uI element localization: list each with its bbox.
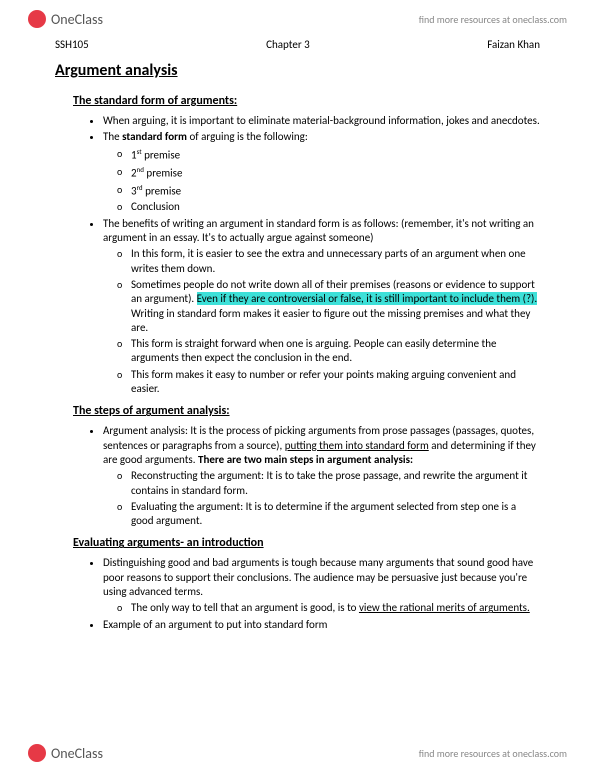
list-item: This form makes it easy to number or ref… [131, 368, 540, 397]
list-item: Evaluating the argument: It is to determ… [131, 500, 540, 529]
text: Distinguishing good and bad arguments is… [103, 556, 533, 598]
text: of arguing is the following: [187, 130, 308, 143]
text-bold: There are two main steps in argument ana… [198, 453, 413, 466]
list-item: The only way to tell that an argument is… [131, 601, 540, 615]
list-item: Reconstructing the argument: It is to ta… [131, 469, 540, 498]
logo-icon [28, 10, 46, 28]
list-item: Sometimes people do not write down all o… [131, 278, 540, 335]
list-item: Example of an argument to put into stand… [103, 618, 540, 632]
list-item: Conclusion [131, 200, 540, 214]
list-item: When arguing, it is important to elimina… [103, 114, 540, 128]
footer-resources-link[interactable]: find more resources at oneclass.com [419, 747, 567, 760]
text: premise [142, 148, 181, 161]
premises-list: 1st premise 2nd premise 3rd premise Conc… [103, 147, 540, 215]
text: Writing in standard form makes it easier… [131, 307, 530, 334]
text-highlight: Even if they are controversial or false,… [197, 292, 537, 305]
top-bar: OneClass find more resources at oneclass… [0, 0, 595, 32]
main-title: Argument analysis [55, 61, 540, 80]
logo-text: OneClass [51, 11, 103, 28]
list-item: 2nd premise [131, 165, 540, 181]
doc-meta: SSH105 Chapter 3 Faizan Khan [0, 32, 595, 61]
text-underline: putting them into standard form [285, 439, 429, 452]
list-item: The benefits of writing an argument in s… [103, 217, 540, 397]
text: premise [143, 184, 182, 197]
logo-icon [28, 744, 46, 762]
list-item: 3rd premise [131, 183, 540, 199]
ordinal-sup: nd [137, 165, 144, 174]
section-1-list: When arguing, it is important to elimina… [55, 114, 540, 396]
text-underline: view the rational merits of arguments. [359, 601, 530, 614]
author-name: Faizan Khan [487, 38, 540, 51]
steps-list: Reconstructing the argument: It is to ta… [103, 469, 540, 528]
list-item: 1st premise [131, 147, 540, 163]
section-1-title: The standard form of arguments: [73, 94, 540, 108]
text: premise [144, 166, 183, 179]
logo: OneClass [28, 10, 103, 28]
text: The [103, 130, 122, 143]
section-3-title: Evaluating arguments- an introduction [73, 536, 540, 550]
list-item: Argument analysis: It is the process of … [103, 424, 540, 528]
text-bold: standard form [122, 130, 187, 143]
list-item: In this form, it is easier to see the ex… [131, 247, 540, 276]
bottom-bar: OneClass find more resources at oneclass… [0, 744, 595, 762]
logo-text-footer: OneClass [51, 745, 103, 762]
chapter-label: Chapter 3 [266, 38, 310, 51]
section-2-list: Argument analysis: It is the process of … [55, 424, 540, 528]
eval-sublist: The only way to tell that an argument is… [103, 601, 540, 615]
list-item: The standard form of arguing is the foll… [103, 130, 540, 214]
benefits-list: In this form, it is easier to see the ex… [103, 247, 540, 396]
logo-footer: OneClass [28, 744, 103, 762]
course-code: SSH105 [55, 38, 89, 51]
list-item: This form is straight forward when one i… [131, 337, 540, 366]
section-3-list: Distinguishing good and bad arguments is… [55, 556, 540, 631]
section-2-title: The steps of argument analysis: [73, 404, 540, 418]
text: The benefits of writing an argument in s… [103, 217, 534, 244]
list-item: Distinguishing good and bad arguments is… [103, 556, 540, 615]
content: Argument analysis The standard form of a… [0, 61, 595, 632]
top-resources-link[interactable]: find more resources at oneclass.com [419, 13, 567, 26]
text: The only way to tell that an argument is… [131, 601, 359, 614]
